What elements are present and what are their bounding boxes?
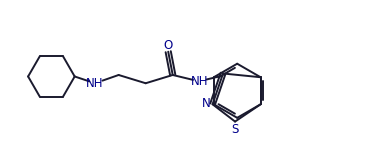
Text: N: N <box>201 97 210 110</box>
Text: NH: NH <box>86 77 103 90</box>
Text: O: O <box>164 39 173 52</box>
Text: S: S <box>231 123 239 136</box>
Text: NH: NH <box>191 75 208 88</box>
